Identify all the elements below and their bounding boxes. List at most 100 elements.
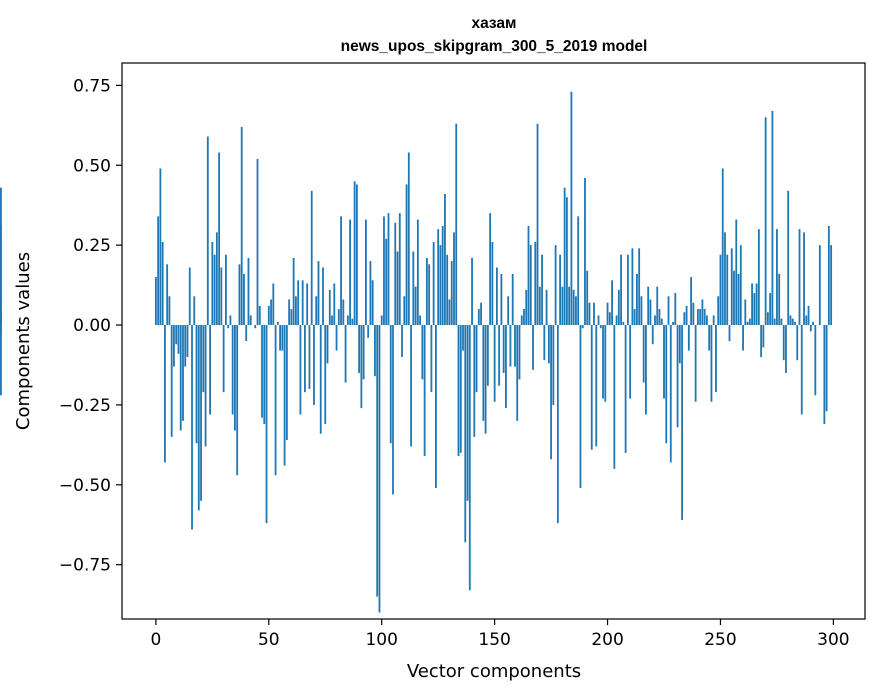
bar-component-78 bbox=[331, 315, 333, 326]
bar-component-145 bbox=[482, 325, 485, 421]
bar-component-87 bbox=[351, 318, 354, 326]
bar-component-30 bbox=[222, 325, 225, 393]
bar-component-230 bbox=[674, 293, 677, 326]
bar-component-201 bbox=[608, 312, 611, 326]
bar-component-19 bbox=[197, 325, 200, 511]
bar-component-0 bbox=[154, 277, 157, 326]
bar-component-285 bbox=[798, 229, 801, 326]
bar-component-244 bbox=[706, 315, 708, 326]
bar-component-7 bbox=[170, 325, 173, 437]
bar-component-245 bbox=[708, 325, 711, 351]
bar-component-191 bbox=[586, 270, 589, 326]
bar-component-238 bbox=[692, 302, 695, 326]
bar-component-221 bbox=[654, 315, 656, 326]
bar-component-2 bbox=[159, 168, 162, 326]
bar-component-272 bbox=[769, 293, 772, 326]
bar-component-254 bbox=[728, 325, 731, 341]
bar-component-288 bbox=[805, 315, 808, 326]
bar-component-190 bbox=[584, 178, 586, 326]
bar-component-226 bbox=[665, 325, 668, 444]
bar-component-243 bbox=[703, 309, 706, 326]
bar-component-155 bbox=[505, 325, 507, 409]
bar-component-271 bbox=[766, 312, 769, 326]
bar-component-242 bbox=[701, 299, 704, 326]
bar-component-22 bbox=[204, 325, 207, 447]
y-tick-label: −0.25 bbox=[59, 396, 111, 416]
bar-component-147 bbox=[486, 325, 489, 386]
bar-component-206 bbox=[620, 254, 622, 326]
x-tick-label: 150 bbox=[478, 630, 510, 650]
bar-component-77 bbox=[328, 289, 331, 326]
bar-component-56 bbox=[281, 325, 284, 351]
bar-component-131 bbox=[450, 261, 453, 326]
bar-component-218 bbox=[647, 286, 650, 326]
bar-component-62 bbox=[294, 296, 297, 326]
bar-component-68 bbox=[308, 325, 311, 389]
bar-component-53 bbox=[274, 325, 277, 476]
bar-component-27 bbox=[215, 232, 218, 326]
bar-component-84 bbox=[344, 325, 347, 383]
bar-component-112 bbox=[407, 152, 410, 326]
bar-component-185 bbox=[572, 289, 575, 326]
bar-component-142 bbox=[475, 325, 478, 393]
bar-component-117 bbox=[419, 315, 422, 326]
bar-component-259 bbox=[739, 245, 742, 326]
plot-frame bbox=[121, 62, 866, 620]
bar-component-211 bbox=[631, 248, 634, 326]
bar-component-115 bbox=[414, 286, 417, 326]
bar-component-18 bbox=[195, 325, 198, 444]
bar-component-71 bbox=[315, 296, 318, 326]
bar-component-15 bbox=[188, 267, 191, 326]
bar-component-283 bbox=[794, 321, 796, 326]
bar-component-31 bbox=[224, 254, 227, 326]
x-tick-label: 200 bbox=[591, 630, 623, 650]
y-tick-label: −0.75 bbox=[59, 556, 111, 576]
bar-component-undefined bbox=[0, 318, 2, 326]
bar-component-120 bbox=[425, 257, 428, 326]
bar-component-21 bbox=[202, 325, 205, 393]
bar-component-196 bbox=[597, 315, 600, 326]
bar-component-200 bbox=[606, 302, 609, 326]
bar-component-199 bbox=[604, 325, 607, 402]
bar-component-69 bbox=[310, 190, 313, 326]
bar-component-141 bbox=[473, 325, 476, 437]
y-tick-label: 0.00 bbox=[73, 316, 111, 336]
bar-component-93 bbox=[365, 219, 367, 326]
bar-component-253 bbox=[726, 254, 729, 326]
y-axis-label: Components values bbox=[13, 252, 34, 430]
bar-component-267 bbox=[757, 229, 760, 326]
bar-component-204 bbox=[615, 315, 618, 326]
bar-component-95 bbox=[369, 261, 372, 326]
bar-component-228 bbox=[669, 325, 672, 463]
bar-component-240 bbox=[696, 309, 699, 326]
bar-component-150 bbox=[493, 325, 496, 402]
bar-component-205 bbox=[617, 289, 620, 326]
bar-component-276 bbox=[778, 273, 781, 326]
bar-component-55 bbox=[279, 325, 281, 351]
bar-component-274 bbox=[773, 318, 776, 326]
bar-component-109 bbox=[401, 325, 403, 357]
bar-component-197 bbox=[599, 325, 602, 329]
bar-component-undefined bbox=[0, 187, 2, 326]
bar-component-37 bbox=[238, 264, 241, 326]
bar-component-96 bbox=[371, 280, 374, 326]
bar-component-179 bbox=[559, 254, 562, 326]
bar-component-284 bbox=[796, 325, 799, 361]
bar-component-192 bbox=[588, 302, 591, 326]
x-tick-label: 300 bbox=[817, 630, 849, 650]
bar-component-99 bbox=[378, 325, 381, 613]
bar-component-239 bbox=[694, 325, 697, 402]
x-tick-label: 0 bbox=[150, 630, 161, 650]
bar-component-85 bbox=[346, 315, 349, 326]
bar-component-207 bbox=[622, 321, 625, 326]
x-tick-label: 50 bbox=[258, 630, 280, 650]
bar-component-182 bbox=[565, 197, 568, 326]
bar-component-123 bbox=[432, 241, 435, 326]
bar-component-46 bbox=[258, 305, 261, 326]
bar-component-90 bbox=[358, 325, 361, 373]
bar-component-282 bbox=[791, 318, 794, 326]
bar-component-1 bbox=[157, 216, 160, 326]
bar-component-224 bbox=[660, 318, 663, 326]
bar-component-34 bbox=[231, 325, 234, 415]
bar-component-44 bbox=[254, 325, 257, 329]
